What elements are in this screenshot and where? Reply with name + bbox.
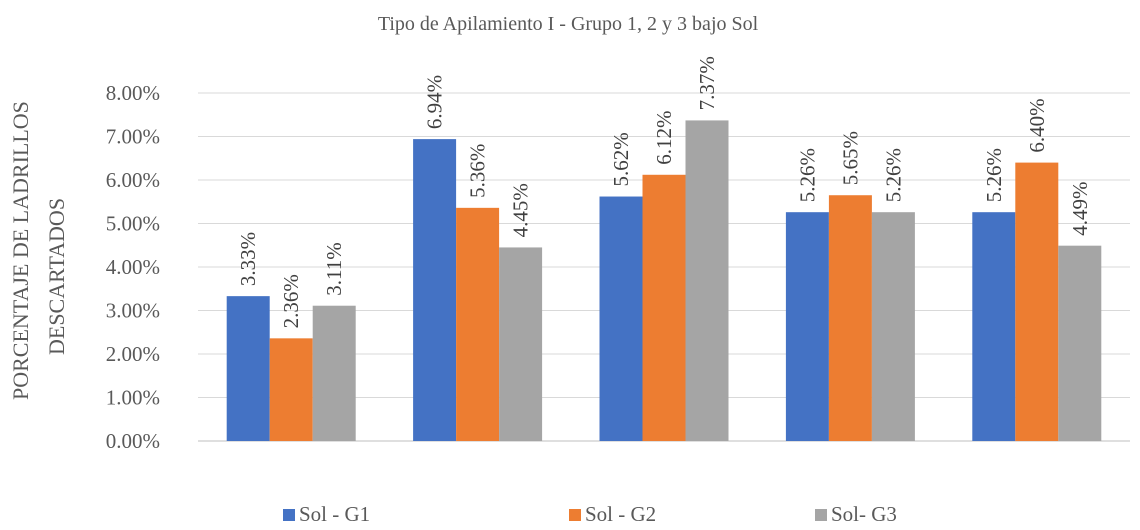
y-tick-label: 7.00% bbox=[106, 125, 160, 149]
data-labels: 3.33% 2.36% 3.11% 6.94% 5.36% 4.45% 5.62% 6.12%… bbox=[236, 56, 1092, 328]
bar bbox=[1015, 162, 1059, 441]
y-tick-label: 4.00% bbox=[106, 255, 160, 279]
bar-series bbox=[226, 120, 1102, 442]
bar bbox=[972, 212, 1016, 441]
y-axis-label-line-2: DESCARTADOS bbox=[44, 198, 69, 355]
bar bbox=[456, 207, 500, 441]
data-label: 6.40% bbox=[1025, 98, 1049, 152]
data-label: 6.94% bbox=[423, 75, 447, 129]
legend: Sol - G1 Sol - G2 Sol- G3 bbox=[283, 502, 897, 526]
y-tick-label: 8.00% bbox=[106, 81, 160, 105]
y-tick-label: 0.00% bbox=[106, 429, 160, 453]
bar bbox=[226, 296, 270, 441]
bar bbox=[599, 196, 643, 441]
legend-swatch bbox=[569, 509, 581, 521]
data-label: 4.45% bbox=[509, 183, 533, 237]
data-label: 6.12% bbox=[652, 111, 676, 165]
bar bbox=[871, 212, 915, 441]
bar bbox=[499, 247, 543, 441]
bar bbox=[413, 139, 457, 442]
y-axis-label-line-1: PORCENTAJE DE LADRILLOS bbox=[8, 101, 33, 400]
legend-swatch bbox=[283, 509, 295, 521]
data-label: 5.26% bbox=[795, 148, 819, 202]
bar bbox=[685, 120, 729, 441]
legend-label: Sol - G1 bbox=[299, 502, 370, 526]
legend-label: Sol - G2 bbox=[585, 502, 656, 526]
bar bbox=[312, 305, 356, 441]
legend-swatch bbox=[815, 509, 827, 521]
data-label: 5.26% bbox=[982, 148, 1006, 202]
data-label: 2.36% bbox=[279, 274, 303, 328]
data-label: 4.49% bbox=[1068, 181, 1092, 235]
data-label: 3.11% bbox=[322, 242, 346, 295]
y-tick-labels: 0.00% 1.00% 2.00% 3.00% 4.00% 5.00% 6.00% 7.00%… bbox=[106, 81, 160, 453]
bar bbox=[785, 212, 829, 441]
data-label: 3.33% bbox=[236, 232, 260, 286]
data-label: 7.37% bbox=[695, 56, 719, 110]
bar bbox=[642, 174, 686, 441]
legend-label: Sol- G3 bbox=[831, 502, 897, 526]
y-tick-label: 3.00% bbox=[106, 299, 160, 323]
chart-title: Tipo de Apilamiento I - Grupo 1, 2 y 3 b… bbox=[378, 13, 759, 35]
data-label: 5.26% bbox=[881, 148, 905, 202]
y-tick-label: 5.00% bbox=[106, 212, 160, 236]
y-tick-label: 1.00% bbox=[106, 386, 160, 410]
bar bbox=[828, 195, 872, 441]
bar bbox=[1058, 245, 1102, 441]
data-label: 5.36% bbox=[466, 144, 490, 198]
bar bbox=[269, 338, 313, 441]
y-tick-label: 2.00% bbox=[106, 342, 160, 366]
data-label: 5.65% bbox=[838, 131, 862, 185]
y-tick-label: 6.00% bbox=[106, 168, 160, 192]
data-label: 5.62% bbox=[609, 132, 633, 186]
